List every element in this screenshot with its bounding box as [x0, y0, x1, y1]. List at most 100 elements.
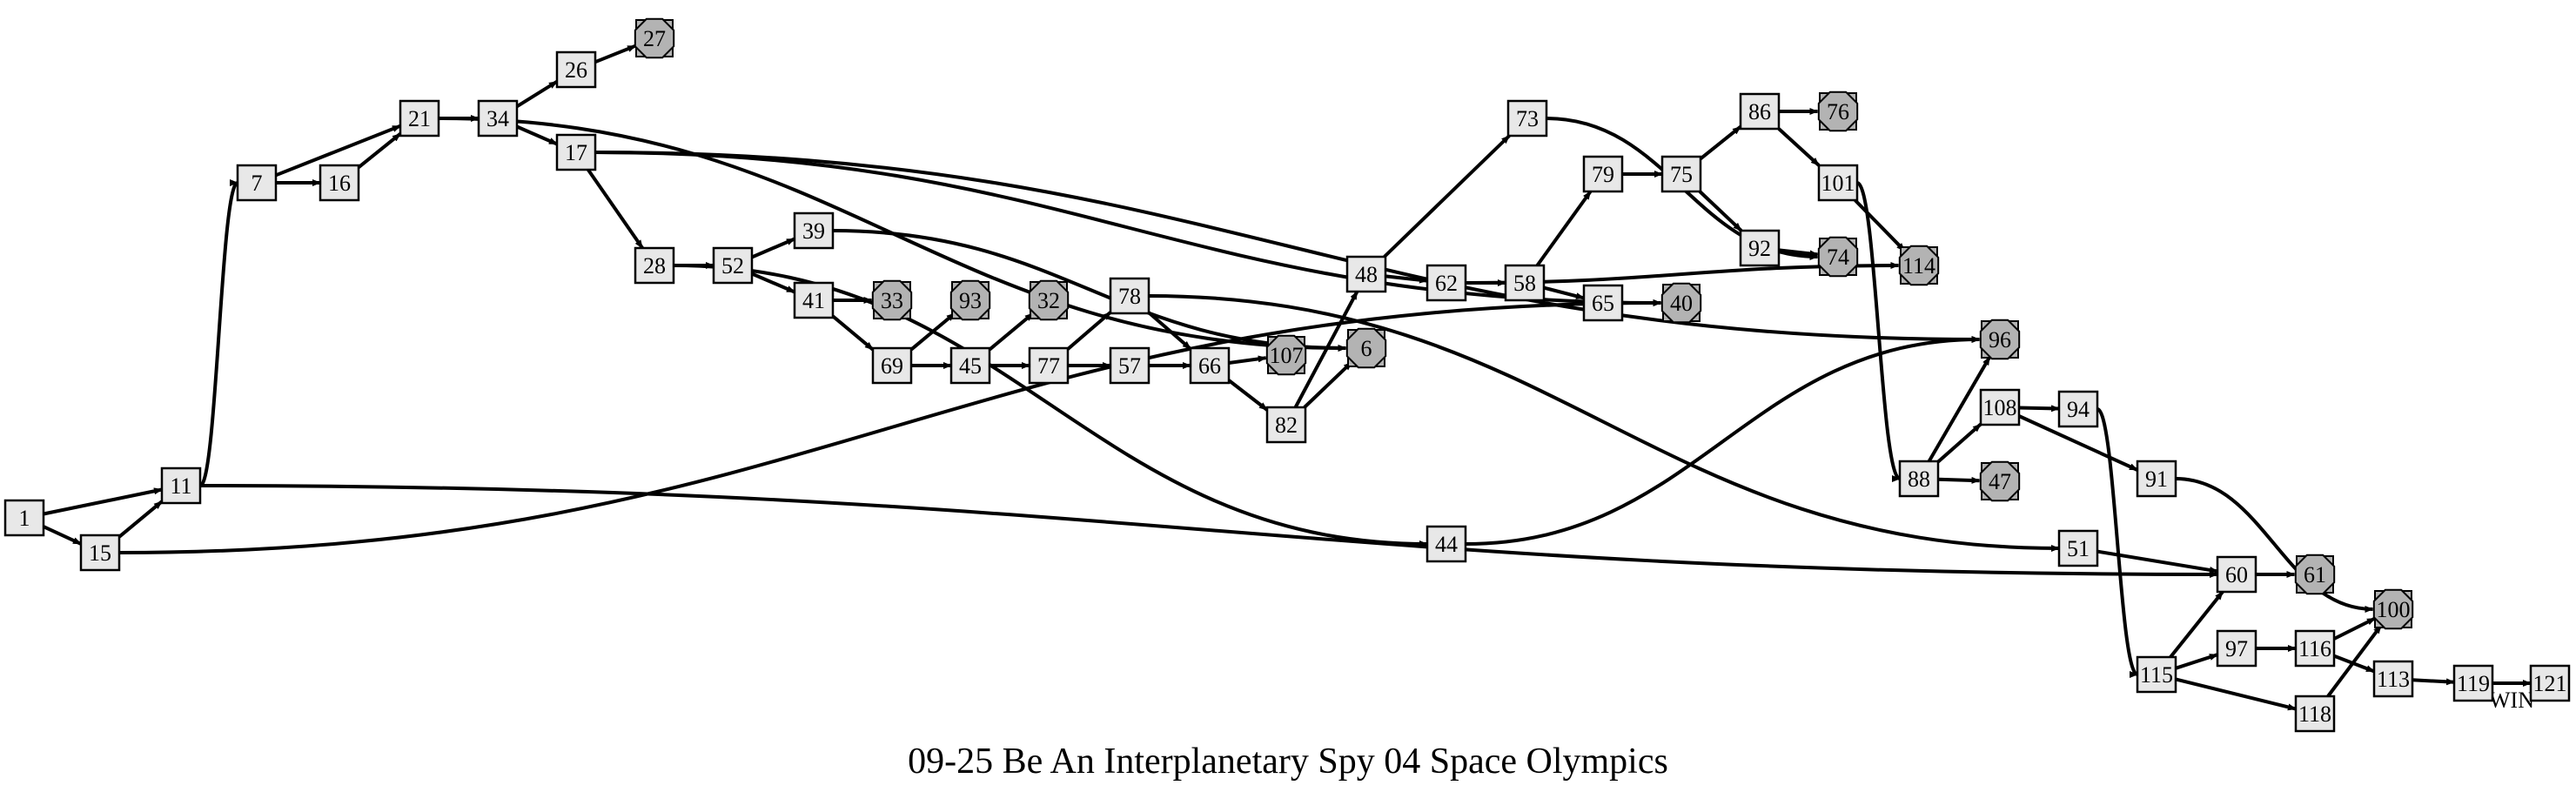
- edge-66-to-107: [1228, 355, 1267, 365]
- node-45: 45: [949, 346, 991, 385]
- node-75: 75: [1660, 155, 1702, 193]
- ending-node-shape: [1979, 460, 2021, 502]
- node-box: [319, 164, 360, 202]
- edge-108-to-91: [2018, 414, 2138, 472]
- node-79: 79: [1582, 155, 1624, 193]
- node-62: 62: [1426, 264, 1467, 302]
- node-box: [1660, 155, 1702, 193]
- node-box: [399, 99, 440, 138]
- node-label: 45: [959, 353, 982, 379]
- node-label: 74: [1827, 245, 1849, 270]
- edge-48-to-73: [1383, 134, 1511, 258]
- node-box: [2294, 695, 2336, 733]
- edge-77-to-78: [1066, 311, 1112, 351]
- node-15: 15: [79, 534, 121, 572]
- node-box: [79, 534, 121, 572]
- edge-88-to-96: [1927, 356, 1991, 463]
- node-118: 118: [2294, 695, 2336, 733]
- edge-69-to-93: [909, 312, 956, 352]
- node-41: 41: [793, 281, 835, 319]
- node-115: 115: [2136, 655, 2177, 694]
- ending-node-100: 100: [2372, 588, 2414, 630]
- ending-node-shape: [1898, 245, 1940, 286]
- node-91: 91: [2136, 460, 2177, 498]
- edge-75-to-92: [1698, 190, 1743, 232]
- edge-66-to-82: [1227, 379, 1269, 412]
- edge-17-to-96: [594, 151, 1981, 343]
- node-box: [1739, 229, 1781, 267]
- node-label: 79: [1592, 162, 1614, 187]
- ending-node-shape: [1979, 319, 2021, 360]
- node-box: [1265, 406, 1307, 444]
- edge-88-to-108: [1936, 422, 1982, 464]
- edge-39-to-6: [832, 229, 1347, 352]
- node-label: 7: [252, 171, 263, 196]
- edge-28-to-44: [673, 264, 1428, 547]
- node-box: [1582, 284, 1624, 322]
- node-label: 27: [643, 26, 666, 51]
- node-92: 92: [1739, 229, 1781, 267]
- node-box: [160, 466, 202, 505]
- node-121: 121: [2529, 664, 2571, 702]
- edge-51-to-60: [2096, 549, 2218, 574]
- ending-node-shape: [1028, 279, 1070, 321]
- node-box: [1426, 525, 1467, 563]
- edge-115-to-97: [2175, 653, 2218, 670]
- node-44: 44: [1426, 525, 1467, 563]
- node-box: [555, 133, 597, 171]
- edge-101-to-88: [1855, 181, 1902, 482]
- node-119: 119: [2452, 664, 2494, 702]
- edge-82-to-6: [1303, 360, 1353, 409]
- node-label: 96: [1989, 327, 2011, 352]
- node-label: 62: [1435, 271, 1458, 296]
- node-box: [2452, 664, 2494, 702]
- ending-node-40: 40: [1660, 282, 1702, 324]
- node-69: 69: [871, 346, 913, 385]
- node-21: 21: [399, 99, 440, 138]
- ending-node-33: 33: [871, 279, 913, 321]
- node-57: 57: [1109, 346, 1150, 385]
- node-box: [1817, 164, 1859, 202]
- ending-node-61: 61: [2294, 554, 2336, 595]
- node-label: 52: [721, 253, 744, 279]
- node-box: [2057, 529, 2099, 567]
- edge-115-to-60: [2169, 590, 2224, 659]
- edge-1-to-15: [43, 525, 82, 546]
- node-113: 113: [2372, 660, 2414, 698]
- node-label: 94: [2067, 397, 2090, 422]
- node-label: 97: [2225, 636, 2248, 661]
- node-box: [2529, 664, 2571, 702]
- node-34: 34: [477, 99, 519, 138]
- ending-node-76: 76: [1817, 91, 1859, 132]
- edge-26-to-27: [594, 44, 637, 64]
- node-66: 66: [1189, 346, 1231, 385]
- ending-node-shape: [1265, 334, 1307, 376]
- node-108: 108: [1979, 388, 2021, 426]
- node-label: 40: [1670, 291, 1693, 316]
- node-box: [1979, 388, 2021, 426]
- edge-15-to-40: [118, 299, 1662, 554]
- node-label: 93: [959, 288, 982, 313]
- ending-node-shape: [1817, 91, 1859, 132]
- node-label: 26: [565, 57, 587, 83]
- edge-115-to-118: [2175, 677, 2297, 711]
- edge-34-to-17: [516, 124, 558, 146]
- edge-113-to-119: [2412, 678, 2455, 686]
- node-box: [1109, 346, 1150, 385]
- edge-16-to-21: [357, 132, 402, 169]
- ending-node-93: 93: [949, 279, 991, 321]
- edge-1-to-11: [43, 487, 163, 516]
- edge-7-to-21: [275, 124, 401, 178]
- node-box: [793, 281, 835, 319]
- diagram-title: 09-25 Be An Interplanetary Spy 04 Space …: [908, 742, 1668, 782]
- node-60: 60: [2216, 555, 2257, 594]
- node-box: [1504, 264, 1546, 302]
- ending-node-shape: [949, 279, 991, 321]
- ending-node-shape: [2294, 554, 2336, 595]
- node-label: 75: [1670, 162, 1693, 187]
- edge-58-to-65: [1543, 285, 1585, 300]
- node-1: 1: [3, 499, 45, 537]
- node-label: 28: [643, 253, 666, 279]
- node-label: 51: [2067, 536, 2090, 561]
